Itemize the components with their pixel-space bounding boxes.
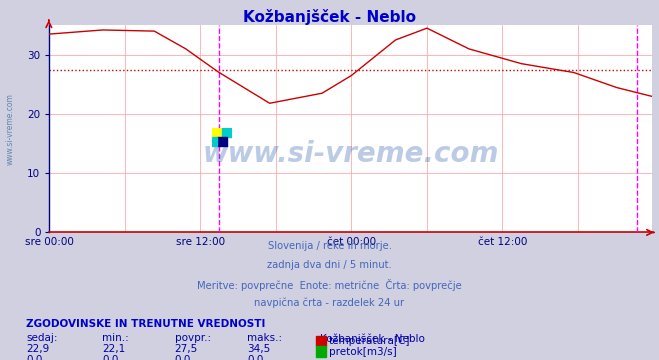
Text: www.si-vreme.com: www.si-vreme.com (6, 93, 14, 165)
Bar (222, 128, 232, 137)
Text: Kožbanjšček - Neblo: Kožbanjšček - Neblo (320, 333, 424, 343)
Text: www.si-vreme.com: www.si-vreme.com (203, 140, 499, 167)
Text: min.:: min.: (102, 333, 129, 343)
Text: 22,1: 22,1 (102, 344, 125, 354)
Text: povpr.:: povpr.: (175, 333, 211, 343)
Text: 0,0: 0,0 (247, 355, 264, 360)
Text: temperatura[C]: temperatura[C] (329, 336, 411, 346)
Text: 34,5: 34,5 (247, 344, 270, 354)
Text: pretok[m3/s]: pretok[m3/s] (329, 347, 397, 357)
Text: maks.:: maks.: (247, 333, 282, 343)
Text: sedaj:: sedaj: (26, 333, 58, 343)
Text: 27,5: 27,5 (175, 344, 198, 354)
Text: zadnja dva dni / 5 minut.: zadnja dva dni / 5 minut. (267, 260, 392, 270)
Text: 22,9: 22,9 (26, 344, 49, 354)
Text: 0,0: 0,0 (26, 355, 43, 360)
Text: navpična črta - razdelek 24 ur: navpična črta - razdelek 24 ur (254, 297, 405, 308)
Text: Kožbanjšček - Neblo: Kožbanjšček - Neblo (243, 9, 416, 25)
Text: 0,0: 0,0 (102, 355, 119, 360)
Text: ZGODOVINSKE IN TRENUTNE VREDNOSTI: ZGODOVINSKE IN TRENUTNE VREDNOSTI (26, 319, 266, 329)
Bar (217, 137, 227, 146)
Bar (212, 128, 222, 137)
Text: Meritve: povprečne  Enote: metrične  Črta: povprečje: Meritve: povprečne Enote: metrične Črta:… (197, 279, 462, 291)
Text: Slovenija / reke in morje.: Slovenija / reke in morje. (268, 241, 391, 251)
Bar (212, 137, 217, 146)
Text: 0,0: 0,0 (175, 355, 191, 360)
